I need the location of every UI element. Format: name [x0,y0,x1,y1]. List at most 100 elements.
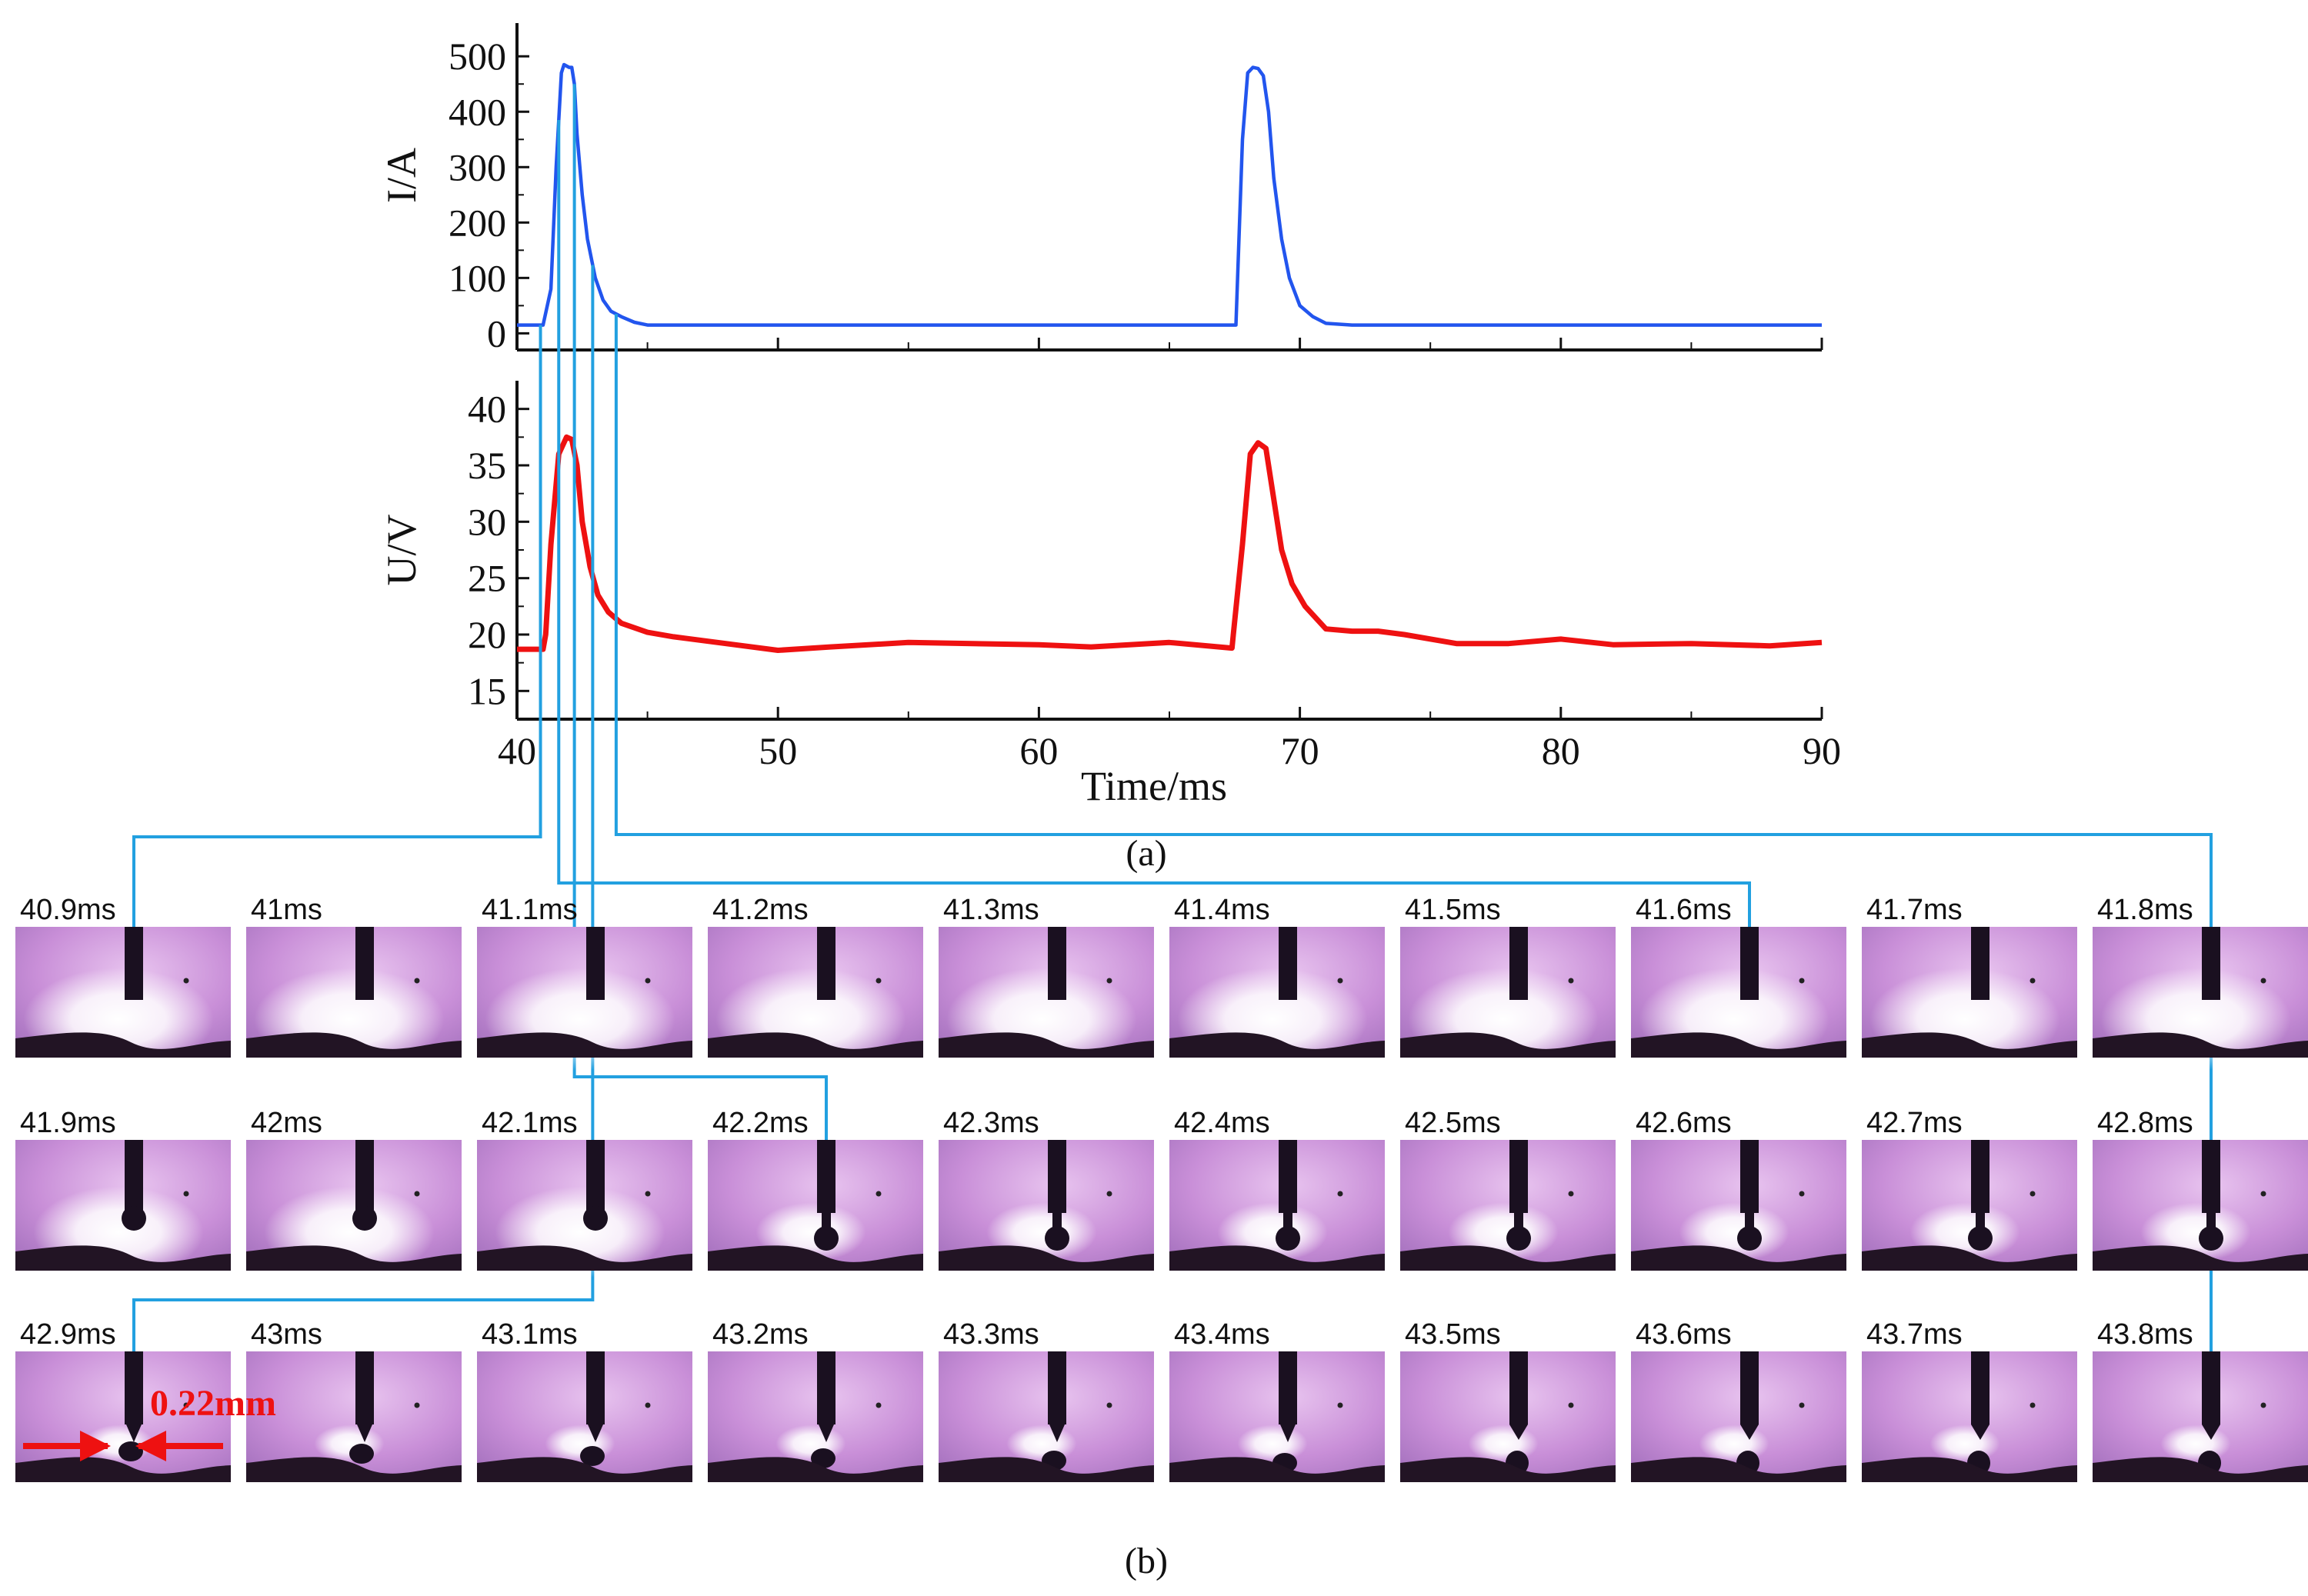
reference-dot [1106,1191,1112,1197]
frame-time-label: 43.2ms [712,1318,809,1351]
xtick-label: 60 [1019,729,1058,772]
frame-time-label: 40.9ms [20,894,116,926]
reference-dot [1799,978,1805,984]
wire-tip [1740,1424,1759,1440]
voltage-series-line [517,434,1823,653]
xtick-label: 70 [1281,729,1319,772]
wire-tip [1280,1424,1296,1442]
wire-tip [819,1424,834,1442]
electrode-wire [1048,927,1066,1000]
xtick-label: 90 [1803,729,1841,772]
arc-glow [1237,1424,1308,1463]
frame-43.1ms: 43.1ms [477,1318,692,1482]
frame-43.6ms: 43.6ms [1631,1318,1846,1482]
reference-dot [414,978,420,984]
arc-glow [2160,1424,2231,1463]
electrode-wire [355,1351,374,1424]
workpiece [708,1032,923,1058]
droplet [1045,1226,1069,1251]
reference-dot [2260,1191,2266,1197]
frame-40.9ms: 40.9ms [15,894,231,1071]
droplet [1968,1226,1993,1251]
frame-time-label: 42.6ms [1636,1107,1732,1139]
droplet [814,1226,839,1251]
frame-time-label: 42.4ms [1174,1107,1270,1139]
current-ytick-label: 200 [449,201,506,244]
workpiece [2093,1457,2308,1482]
electrode-wire [1279,1351,1297,1424]
electrode-wire [586,927,605,1000]
frame-42.1ms: 42.1ms [477,1107,692,1278]
electrode-wire [2202,1351,2220,1424]
frame-time-label: 42.2ms [712,1107,809,1139]
electrode-wire [1740,1140,1759,1213]
electrode-wire [586,1351,605,1424]
frame-time-label: 41.6ms [1636,894,1732,926]
frame-time-label: 41.7ms [1866,894,1963,926]
reference-dot [1568,1191,1574,1197]
workpiece [15,1457,231,1482]
frame-42.3ms: 42.3ms [939,1107,1154,1271]
workpiece [1169,1457,1385,1482]
frame-42.6ms: 42.6ms [1631,1107,1846,1271]
wire-tip [357,1424,372,1442]
reference-dot [1106,978,1112,984]
connector-line [614,314,2213,1398]
frame-time-label: 41.3ms [943,894,1039,926]
workpiece [477,1032,692,1058]
frame-time-label: 43.1ms [482,1318,578,1351]
workpiece [2093,1032,2308,1058]
frame-time-label: 42.7ms [1866,1107,1963,1139]
electrode-wire [1048,1140,1066,1213]
frame-41.2ms: 41.2ms [708,894,923,1071]
reference-dot [645,1402,651,1408]
workpiece [1631,1032,1846,1058]
reference-dot [414,1402,420,1408]
voltage-axes: 15 20 25 30 35 40 40 50 60 70 80 90 [468,381,1841,772]
electrode-wire [2202,1140,2220,1213]
droplet [122,1206,146,1231]
frame-41.8ms: 41.8ms [2093,894,2308,1071]
current-ytick-label: 0 [487,312,506,355]
frame-41.1ms: 41.1ms [477,894,692,1071]
electrode-wire [355,1140,374,1213]
electrode-wire [1509,927,1528,1000]
frame-time-label: 41.4ms [1174,894,1270,926]
electrode-wire [1971,927,1989,1000]
electrode-wire [1279,1140,1297,1213]
electrode-wire [817,1351,835,1424]
frame-42.4ms: 42.4ms [1169,1107,1385,1271]
reference-dot [414,1191,420,1197]
frame-grid: 40.9ms 41ms 41.1ms 41.2ms 41.3ms 41.4ms 41.5ms… [15,894,2308,1482]
workpiece [477,1245,692,1271]
droplet [580,1446,605,1466]
electrode-wire [1740,1351,1759,1424]
workpiece [246,1032,462,1058]
workpiece [708,1245,923,1271]
current-ylabel: I/A [379,148,425,203]
reference-dot [876,1191,882,1197]
workpiece [1862,1457,2077,1482]
workpiece [1400,1457,1616,1482]
wire-tip [1971,1424,1989,1440]
reference-dot [2030,1191,2036,1197]
reference-dot [876,978,882,984]
frame-time-label: 41.1ms [482,894,578,926]
droplet [2199,1226,2223,1251]
frame-time-label: 43.5ms [1405,1318,1501,1351]
frame-time-label: 42.9ms [20,1318,116,1351]
electrode-wire [1971,1140,1989,1213]
frame-time-label: 41.2ms [712,894,809,926]
current-ytick-label: 400 [449,90,506,133]
arc-glow [1699,1424,1769,1463]
droplet-neck [1052,1211,1062,1230]
workpiece [1400,1032,1616,1058]
frame-41.3ms: 41.3ms [939,894,1154,1071]
droplet-neck [1283,1211,1292,1230]
frame-time-label: 43ms [251,1318,322,1351]
workpiece [939,1457,1154,1482]
reference-dot [1337,1191,1343,1197]
current-ytick-label: 100 [449,256,506,299]
arc-glow [1468,1424,1539,1463]
wire-tip [126,1424,142,1442]
